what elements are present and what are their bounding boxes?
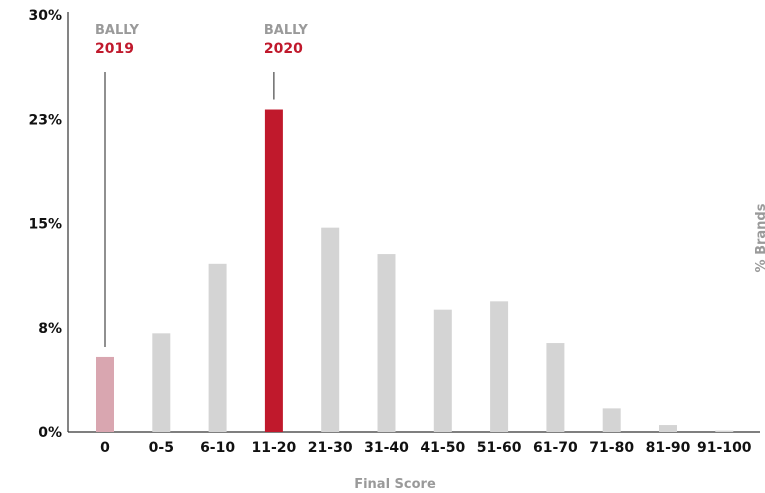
x-tick-label: 31-40 xyxy=(364,440,409,456)
x-tick-label: 71-80 xyxy=(589,440,634,456)
bar-91-100 xyxy=(715,430,734,432)
y-tick-label: 15% xyxy=(28,217,62,233)
annotation-brand: BALLY xyxy=(95,23,140,38)
bar-21-30 xyxy=(321,227,340,432)
x-tick-label: 11-20 xyxy=(252,440,297,456)
y-tick-label: 0% xyxy=(38,425,62,441)
bar-51-60 xyxy=(490,301,509,432)
y-ticks: 0% 8% 15% 23% 30% xyxy=(28,8,62,441)
annotations: BALLY 2019 BALLY 2020 xyxy=(95,23,308,347)
x-tick-label: 0-5 xyxy=(149,440,174,456)
x-tick-label: 51-60 xyxy=(477,440,522,456)
x-axis-label: Final Score xyxy=(354,477,436,492)
x-tick-label: 81-90 xyxy=(646,440,691,456)
bar-81-90 xyxy=(659,425,677,432)
bars xyxy=(96,109,734,433)
x-tick-label: 41-50 xyxy=(420,440,465,456)
bar-61-70 xyxy=(546,343,565,432)
y-tick-label: 23% xyxy=(28,112,62,128)
y-tick-label: 30% xyxy=(28,8,62,24)
bar-0 xyxy=(96,356,114,432)
x-tick-label: 91-100 xyxy=(697,440,752,456)
x-tick-label: 6-10 xyxy=(200,440,235,456)
bar-31-40 xyxy=(377,254,396,432)
x-tick-label: 21-30 xyxy=(308,440,353,456)
x-ticks: 0 0-5 6-10 11-20 21-30 31-40 41-50 51-60 61-70 71… xyxy=(100,440,752,456)
bar-0-5 xyxy=(152,333,171,432)
bar-6-10 xyxy=(208,263,227,432)
annotation-year: 2019 xyxy=(95,41,134,57)
x-tick-label: 61-70 xyxy=(533,440,578,456)
bar-11-20 xyxy=(264,109,283,433)
bar-71-80 xyxy=(602,408,621,432)
y-tick-label: 8% xyxy=(38,321,62,337)
annotation-brand: BALLY xyxy=(264,23,309,38)
annotation-year: 2020 xyxy=(264,41,303,57)
bar-41-50 xyxy=(433,309,452,432)
x-tick-label: 0 xyxy=(100,440,110,456)
y-axis-label: % Brands xyxy=(754,203,765,272)
